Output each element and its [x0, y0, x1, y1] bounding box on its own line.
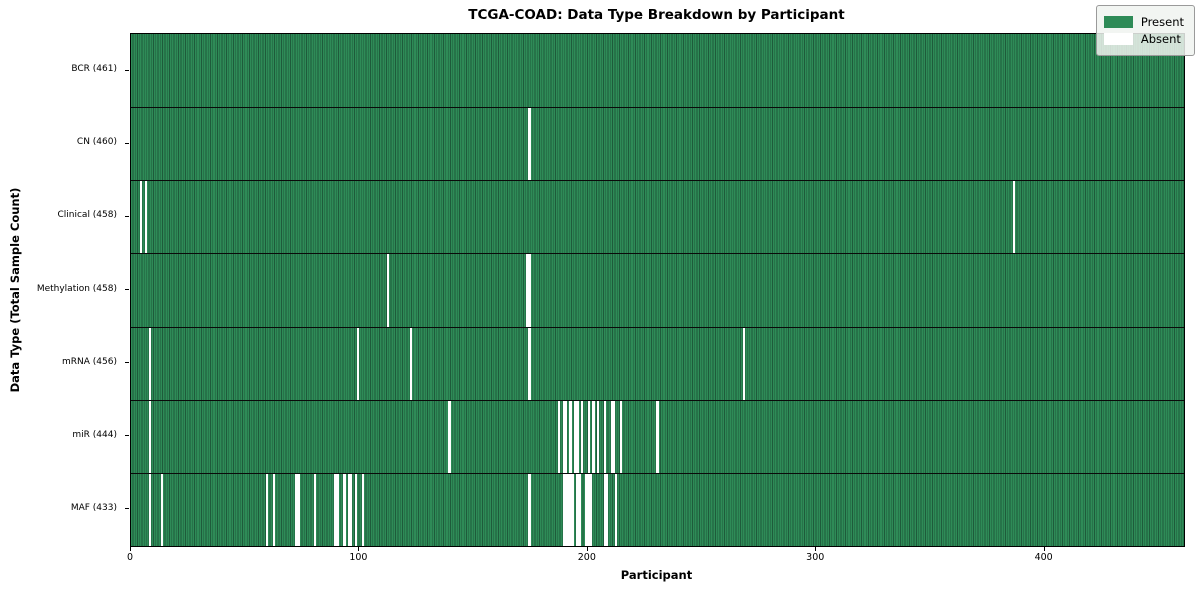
y-tick-mark [125, 289, 129, 290]
absent-stripe-miR-189 [562, 399, 565, 473]
y-tick-label-BCR: BCR (461) [71, 64, 117, 75]
y-tick-mark [125, 142, 129, 144]
x-tick-label-200: 200 [577, 552, 596, 563]
absent-stripe-miR-204 [596, 399, 600, 473]
present-swatch-icon [1103, 16, 1133, 28]
absent-stripe-MAF-72 [295, 472, 298, 546]
absent-stripe-MAF-59 [265, 472, 268, 546]
x-tick-mark [586, 547, 588, 551]
absent-stripe-miR-210 [610, 399, 613, 473]
x-tick-label-0: 0 [126, 552, 134, 563]
absent-stripe-MAF-89 [334, 472, 337, 546]
absent-stripe-miR-211 [612, 399, 616, 473]
absent-stripe-mRNA-99 [357, 326, 360, 400]
absent-stripe-miR-190 [564, 399, 568, 473]
x-tick-mark [1043, 547, 1045, 551]
absent-stripe-MAF-199 [585, 472, 588, 546]
absent-stripe-mRNA-268 [743, 326, 746, 400]
legend-label-present: Present [1140, 15, 1184, 29]
absent-stripe-MAF-174 [528, 472, 531, 546]
x-axis-title: Participant [620, 568, 693, 582]
absent-stripe-mRNA-122 [409, 326, 412, 400]
legend-entry-present: Present [1103, 15, 1184, 29]
y-tick-label-MAF: MAF (433) [70, 502, 117, 513]
absent-stripe-MAF-96 [350, 472, 353, 546]
y-tick-label-Methylation: Methylation (458) [36, 283, 117, 294]
absent-stripe-miR-195 [576, 399, 579, 473]
absent-stripe-MAF-95 [347, 472, 351, 546]
absent-stripe-miR-200 [587, 399, 591, 473]
absent-stripe-miR-187 [558, 399, 561, 473]
x-tick-mark [358, 547, 360, 551]
x-tick-label-300: 300 [806, 552, 825, 563]
absent-stripe-miR-8 [149, 399, 152, 473]
y-tick-mark [125, 69, 129, 71]
absent-stripe-Clinical-6 [144, 180, 147, 254]
absent-stripe-MAF-196 [578, 472, 581, 546]
absent-stripe-MAF-193 [571, 472, 575, 546]
absent-stripe-miR-214 [619, 399, 622, 473]
y-tick-mark [125, 215, 129, 217]
absent-stripe-miR-192 [569, 399, 572, 473]
absent-stripe-MAF-207 [603, 472, 607, 546]
x-tick-mark [130, 547, 131, 551]
absent-stripe-MAF-8 [149, 472, 152, 546]
absent-stripe-MAF-208 [606, 472, 609, 546]
absent-stripe-miR-207 [603, 399, 607, 473]
absent-stripe-MAF-80 [313, 472, 316, 546]
y-tick-label-miR: miR (444) [72, 429, 117, 440]
y-tick-mark [125, 508, 129, 510]
absent-stripe-MAF-73 [297, 472, 300, 546]
legend-label-absent: Absent [1140, 32, 1181, 46]
absent-stripe-Methylation-112 [386, 253, 390, 327]
absent-stripe-CN-174 [528, 107, 531, 181]
row-separator [131, 107, 1184, 109]
absent-stripe-MAF-101 [361, 472, 364, 546]
absent-stripe-miR-197 [580, 399, 584, 473]
row-separator [131, 399, 1184, 401]
absent-stripe-MAF-93 [343, 472, 346, 546]
absent-stripe-MAF-190 [564, 472, 568, 546]
row-separator [131, 180, 1184, 182]
y-tick-label-mRNA: mRNA (456) [62, 356, 117, 367]
x-tick-mark [815, 547, 817, 551]
row-separator [131, 326, 1184, 328]
absent-stripe-MAF-201 [590, 472, 593, 546]
absent-stripe-Clinical-4 [140, 180, 143, 254]
absent-swatch-icon [1103, 33, 1133, 45]
absent-stripe-MAF-90 [336, 472, 339, 546]
y-tick-mark [125, 362, 129, 364]
absent-stripe-miR-194 [574, 399, 577, 473]
absent-stripe-miR-202 [592, 399, 595, 473]
plot-area [130, 33, 1185, 547]
legend: Present Absent [1095, 5, 1195, 56]
x-tick-label-100: 100 [349, 552, 368, 563]
absent-stripe-MAF-212 [615, 472, 618, 546]
chart-title: TCGA-COAD: Data Type Breakdown by Partic… [468, 7, 845, 23]
legend-entry-absent: Absent [1103, 32, 1184, 46]
y-tick-label-Clinical: Clinical (458) [57, 210, 117, 221]
absent-stripe-MAF-191 [567, 472, 570, 546]
row-separator [131, 472, 1184, 474]
absent-stripe-MAF-62 [272, 472, 275, 546]
absent-stripe-MAF-192 [569, 472, 572, 546]
absent-stripe-mRNA-8 [149, 326, 152, 400]
absent-stripe-Methylation-174 [528, 253, 531, 327]
absent-stripe-mRNA-174 [528, 326, 531, 400]
row-separator [131, 253, 1184, 255]
absent-stripe-MAF-200 [587, 472, 591, 546]
absent-stripe-miR-139 [448, 399, 451, 473]
y-tick-label-CN: CN (460) [76, 137, 117, 148]
absent-stripe-MAF-189 [562, 472, 565, 546]
absent-stripe-Methylation-173 [526, 253, 529, 327]
absent-stripe-MAF-98 [354, 472, 358, 546]
absent-stripe-miR-230 [656, 399, 659, 473]
absent-stripe-Clinical-386 [1012, 180, 1015, 254]
x-tick-label-400: 400 [1034, 552, 1053, 563]
absent-stripe-MAF-13 [160, 472, 163, 546]
absent-stripe-MAF-195 [576, 472, 579, 546]
y-tick-mark [125, 435, 129, 437]
